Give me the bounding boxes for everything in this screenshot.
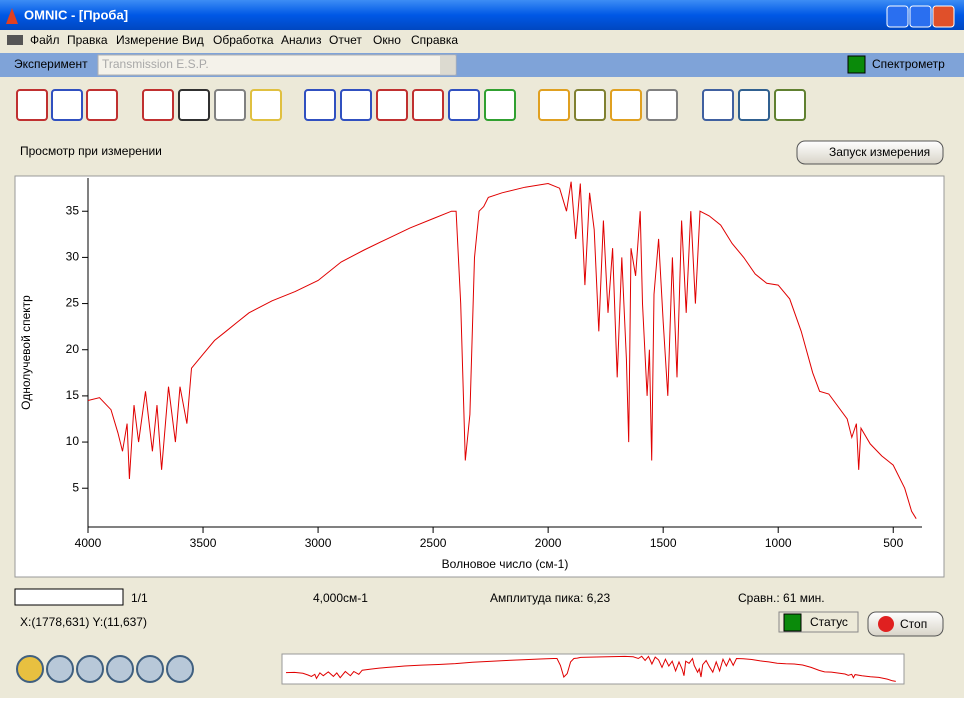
experiment-value[interactable]: Transmission E.S.P. bbox=[102, 57, 209, 71]
toolbar-button[interactable] bbox=[86, 89, 118, 121]
spectrum-line bbox=[87, 181, 917, 519]
view-label: Просмотр при измерении bbox=[20, 144, 162, 158]
stop-icon bbox=[878, 616, 894, 632]
x-tick-label: 2000 bbox=[535, 536, 562, 550]
menu-item[interactable]: Правка bbox=[67, 33, 108, 47]
y-tick-label: 35 bbox=[66, 203, 80, 217]
status-label[interactable]: Статус bbox=[810, 615, 848, 629]
app-icon bbox=[6, 8, 18, 24]
x-tick-label: 500 bbox=[883, 536, 903, 550]
tool-button[interactable] bbox=[136, 655, 164, 683]
toolbar-button[interactable] bbox=[250, 89, 282, 121]
x-tick-label: 1500 bbox=[650, 536, 677, 550]
spectrometer-check[interactable] bbox=[847, 55, 866, 74]
chart-panel bbox=[14, 175, 945, 578]
toolbar-button[interactable] bbox=[538, 89, 570, 121]
toolbar-button[interactable] bbox=[178, 89, 210, 121]
count: 1/1 bbox=[131, 591, 148, 605]
toolbar-button[interactable] bbox=[774, 89, 806, 121]
experiment-label: Эксперимент bbox=[14, 57, 88, 71]
peak-amplitude: Амплитуда пика: 6,23 bbox=[490, 591, 610, 605]
y-tick-label: 15 bbox=[66, 388, 80, 402]
menu-item[interactable]: Анализ bbox=[281, 33, 322, 47]
start-button[interactable] bbox=[796, 140, 944, 165]
spectrometer-label[interactable]: Спектрометр bbox=[872, 57, 945, 71]
toolbar-button[interactable] bbox=[702, 89, 734, 121]
menu-item[interactable]: Файл bbox=[30, 33, 60, 47]
resolution: 4,000см-1 bbox=[313, 591, 368, 605]
toolbar-button[interactable] bbox=[484, 89, 516, 121]
y-tick-label: 5 bbox=[72, 480, 79, 494]
y-tick-label: 20 bbox=[66, 342, 80, 356]
overview-line bbox=[285, 655, 896, 682]
start-button-label[interactable]: Запуск измерения bbox=[829, 145, 930, 159]
toolbar-button[interactable] bbox=[646, 89, 678, 121]
x-tick-label: 2500 bbox=[420, 536, 447, 550]
toolbar-button[interactable] bbox=[51, 89, 83, 121]
x-tick-label: 3000 bbox=[305, 536, 332, 550]
status-check[interactable] bbox=[783, 613, 802, 632]
y-axis-label: Однолучевой спектр bbox=[19, 295, 33, 410]
doc-icon bbox=[7, 35, 23, 45]
tool-button[interactable] bbox=[166, 655, 194, 683]
menu-item[interactable]: Справка bbox=[411, 33, 458, 47]
x-tick-label: 1000 bbox=[765, 536, 792, 550]
experiment-select[interactable] bbox=[97, 54, 457, 76]
toolbar-button[interactable] bbox=[376, 89, 408, 121]
y-tick-label: 25 bbox=[66, 296, 80, 310]
menu-bar bbox=[0, 30, 964, 52]
overview-panel bbox=[281, 653, 905, 685]
tool-button[interactable] bbox=[106, 655, 134, 683]
progress-bar bbox=[14, 588, 124, 606]
tool-button[interactable] bbox=[46, 655, 74, 683]
toolbar-button[interactable] bbox=[412, 89, 444, 121]
menu-item[interactable]: Окно bbox=[373, 33, 401, 47]
cursor-position: X:(1778,631) Y:(11,637) bbox=[20, 615, 147, 629]
maximize-button[interactable] bbox=[909, 5, 932, 28]
tool-button[interactable] bbox=[16, 655, 44, 683]
select-arrow[interactable] bbox=[440, 56, 455, 74]
window-title: OMNIC - [Проба] bbox=[24, 7, 128, 22]
menu-item[interactable]: Измерение bbox=[116, 33, 179, 47]
menu-item[interactable]: Вид bbox=[182, 33, 204, 47]
x-tick-label: 4000 bbox=[75, 536, 102, 550]
toolbar-button[interactable] bbox=[214, 89, 246, 121]
close-button[interactable] bbox=[932, 5, 955, 28]
x-tick-label: 3500 bbox=[190, 536, 217, 550]
toolbar-button[interactable] bbox=[738, 89, 770, 121]
compare-time: Сравн.: 61 мин. bbox=[738, 591, 825, 605]
y-tick-label: 10 bbox=[66, 434, 80, 448]
toolbar-button[interactable] bbox=[304, 89, 336, 121]
x-axis-label: Волновое число (см-1) bbox=[442, 557, 569, 571]
menu-item[interactable]: Отчет bbox=[329, 33, 362, 47]
toolbar-button[interactable] bbox=[610, 89, 642, 121]
toolbar-button[interactable] bbox=[340, 89, 372, 121]
minimize-button[interactable] bbox=[886, 5, 909, 28]
toolbar-button[interactable] bbox=[142, 89, 174, 121]
toolbar-button[interactable] bbox=[448, 89, 480, 121]
stop-button-label[interactable]: Стоп bbox=[900, 617, 927, 631]
title-bar bbox=[0, 0, 964, 30]
toolbar-button[interactable] bbox=[16, 89, 48, 121]
tool-button[interactable] bbox=[76, 655, 104, 683]
y-tick-label: 30 bbox=[66, 250, 80, 264]
menu-item[interactable]: Обработка bbox=[213, 33, 274, 47]
toolbar-button[interactable] bbox=[574, 89, 606, 121]
